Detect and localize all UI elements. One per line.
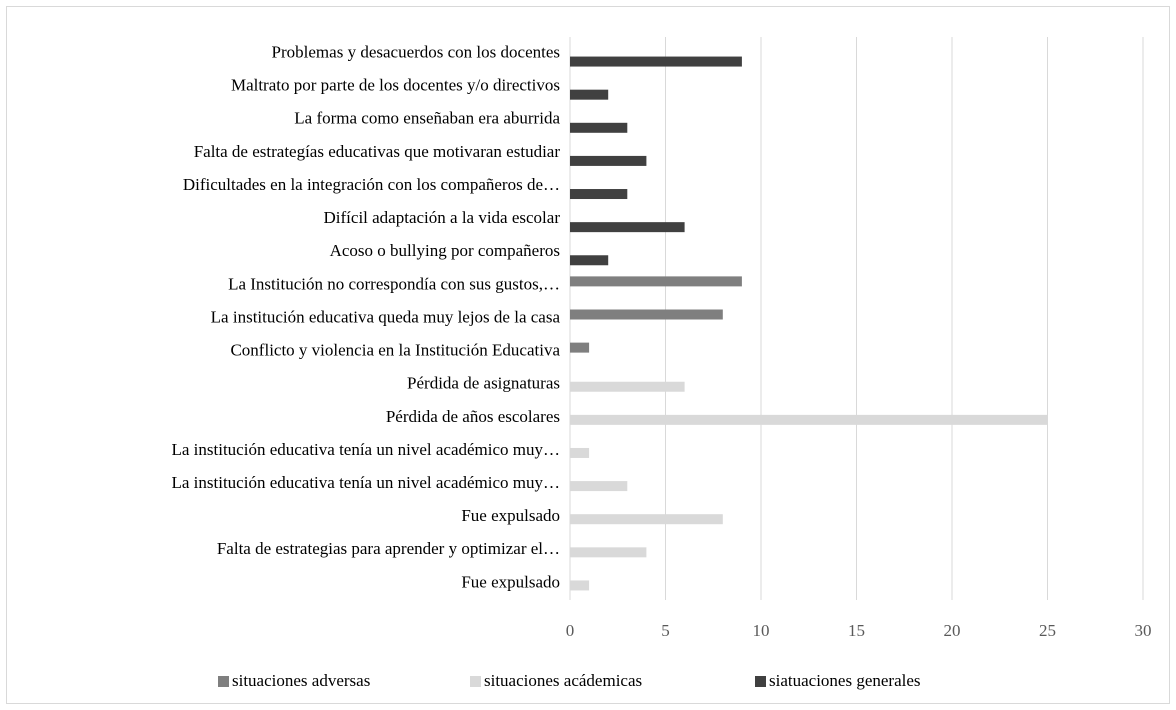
bar <box>570 342 590 353</box>
y-tick-label: Problemas y desacuerdos con los docentes <box>272 42 560 61</box>
x-tick-label: 5 <box>661 621 670 640</box>
bar <box>570 276 742 287</box>
bar <box>570 447 590 458</box>
legend-swatch <box>755 676 766 687</box>
bar <box>570 381 685 392</box>
y-tick-label: Maltrato por parte de los docentes y/o d… <box>231 76 560 95</box>
bar <box>570 309 723 320</box>
x-tick-label: 15 <box>848 621 865 640</box>
y-tick-label: Pérdida de asignaturas <box>407 374 560 393</box>
legend-label: situaciones adversas <box>232 671 370 690</box>
legend-label: siatuaciones generales <box>769 671 921 690</box>
bar <box>570 222 685 233</box>
y-tick-label: La institución educativa tenía un nivel … <box>171 473 560 492</box>
legend-swatch <box>470 676 481 687</box>
bar <box>570 189 628 200</box>
bar <box>570 414 1048 425</box>
bar <box>570 547 647 558</box>
bar <box>570 56 742 67</box>
y-tick-label: Fue expulsado <box>461 572 560 591</box>
y-tick-label: La forma como enseñaban era aburrida <box>294 109 560 128</box>
y-tick-label: Fue expulsado <box>461 506 560 525</box>
bar <box>570 481 628 492</box>
x-tick-label: 20 <box>944 621 961 640</box>
y-tick-label: Dificultades en la integración con los c… <box>183 175 560 194</box>
x-tick-label: 25 <box>1039 621 1056 640</box>
chart-frame <box>6 6 1170 704</box>
bar <box>570 89 609 100</box>
x-tick-label: 10 <box>753 621 770 640</box>
y-tick-label: La institución educativa tenía un nivel … <box>171 440 560 459</box>
bar <box>570 122 628 133</box>
legend-label: situaciones acádemicas <box>484 671 642 690</box>
y-tick-label: Pérdida de años escolares <box>386 407 560 426</box>
bar <box>570 155 647 166</box>
bar <box>570 255 609 266</box>
bar <box>570 580 590 591</box>
y-tick-label: Falta de estrategias para aprender y opt… <box>217 539 560 558</box>
x-tick-label: 0 <box>566 621 575 640</box>
bar <box>570 514 723 525</box>
y-tick-label: Falta de estrategías educativas que moti… <box>194 142 561 161</box>
y-tick-label: Acoso o bullying por compañeros <box>330 241 560 260</box>
y-tick-label: La Institución no correspondía con sus g… <box>228 274 560 293</box>
y-tick-label: Difícil adaptación a la vida escolar <box>324 208 561 227</box>
y-tick-label: Conflicto y violencia en la Institución … <box>230 341 560 360</box>
y-tick-label: La institución educativa queda muy lejos… <box>211 307 561 326</box>
x-tick-label: 30 <box>1135 621 1152 640</box>
legend-swatch <box>218 676 229 687</box>
